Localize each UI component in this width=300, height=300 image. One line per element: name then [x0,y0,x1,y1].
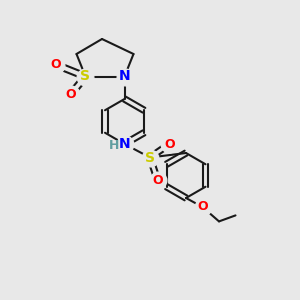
Text: O: O [65,88,76,101]
Text: S: S [145,151,155,164]
Text: S: S [80,70,91,83]
Text: O: O [197,200,208,214]
Text: O: O [50,58,61,71]
Text: N: N [119,70,130,83]
Text: O: O [164,137,175,151]
Text: H: H [109,139,119,152]
Text: O: O [152,173,163,187]
Text: N: N [119,137,130,151]
